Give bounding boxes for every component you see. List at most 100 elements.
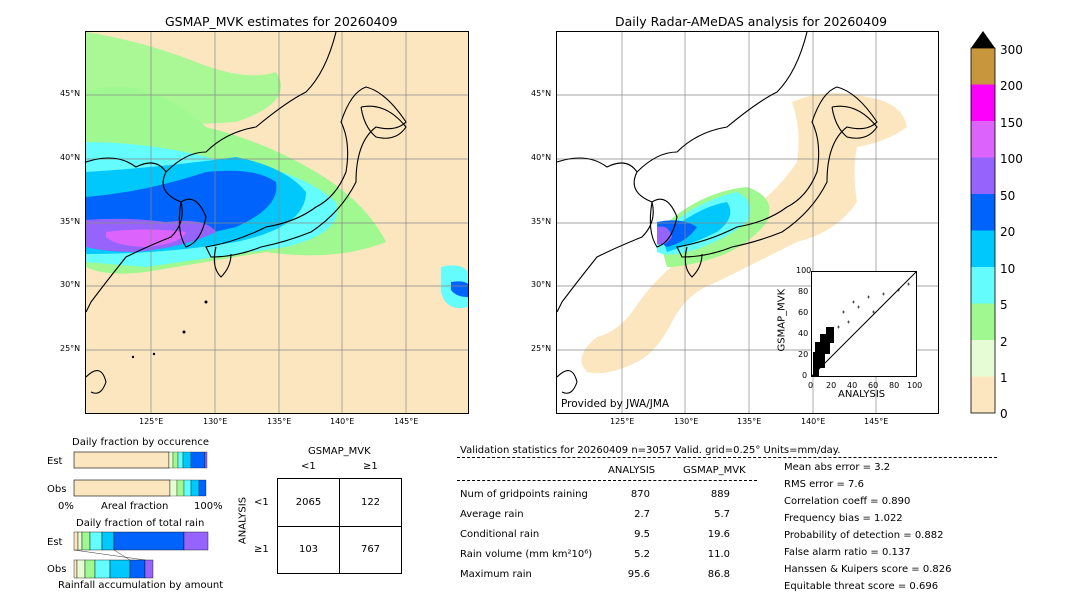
stat-gsmap-4: 86.8 <box>707 569 730 580</box>
scatter-y-0: 0 <box>802 371 808 380</box>
right-lon-140: 140°E <box>801 417 826 426</box>
cb-50: 50 <box>1000 189 1016 203</box>
occurrence-title: Daily fraction by occurence <box>72 437 210 448</box>
contingency-col-lt: <1 <box>301 461 316 472</box>
colorbar-segment <box>971 340 995 377</box>
cb-100: 100 <box>1000 152 1023 166</box>
contingency-c: 103 <box>298 544 319 555</box>
contingency-col-ge: ≥1 <box>363 461 378 472</box>
right-lon-130: 130°E <box>674 417 699 426</box>
occurrence-axis-left: 0% <box>58 501 74 512</box>
right-lon-125: 125°E <box>610 417 635 426</box>
cb-20: 20 <box>1000 225 1016 239</box>
validation-divider <box>457 457 997 458</box>
occurrence-est-label: Est <box>47 456 63 467</box>
score-6: Hanssen & Kuipers score = 0.826 <box>784 564 952 575</box>
stat-gsmap-2: 19.6 <box>707 529 730 540</box>
score-2: Correlation coeff = 0.890 <box>784 496 911 507</box>
stat-label-2: Conditional rain <box>460 529 540 540</box>
left-lon-145: 145°E <box>394 417 419 426</box>
colorbar-segment <box>971 121 995 158</box>
left-lon-135: 135°E <box>267 417 292 426</box>
left-lat-30: 30°N <box>60 280 81 289</box>
right-map[interactable]: Provided by JWA/JMA <box>556 31 939 414</box>
cb-150: 150 <box>1000 116 1023 130</box>
score-4: Probability of detection = 0.882 <box>784 530 944 541</box>
score-5: False alarm ratio = 0.137 <box>784 547 911 558</box>
colorbar-segment <box>971 194 995 231</box>
validation-col-analysis: ANALYSIS <box>608 465 656 476</box>
cb-0: 0 <box>1000 407 1008 421</box>
right-lon-145: 145°E <box>864 417 889 426</box>
left-lat-35: 35°N <box>60 217 81 226</box>
stat-gsmap-1: 5.7 <box>714 509 730 520</box>
right-lat-40: 40°N <box>531 153 552 162</box>
score-1: RMS error = 7.6 <box>784 479 864 490</box>
colorbar-segment <box>971 84 995 121</box>
left-map-canvas <box>86 32 468 413</box>
contingency-row-ge: ≥1 <box>254 544 269 555</box>
scatter-y-20: 20 <box>798 350 809 359</box>
stat-gsmap-0: 889 <box>710 489 730 500</box>
occurrence-bars <box>73 451 208 497</box>
credit-text: Provided by JWA/JMA <box>561 398 670 410</box>
contingency-row-lt: <1 <box>254 497 269 508</box>
score-3: Frequency bias = 1.022 <box>784 513 903 524</box>
total-rain-title: Daily fraction of total rain <box>76 518 205 529</box>
stat-analysis-2: 9.5 <box>634 529 650 540</box>
right-lat-25: 25°N <box>531 344 552 353</box>
colorbar-segment <box>971 303 995 340</box>
right-map-canvas <box>557 32 938 413</box>
contingency-d: 767 <box>360 544 381 555</box>
cb-1: 1 <box>1000 371 1008 385</box>
scatter-y-100: 100 <box>796 266 812 275</box>
stat-analysis-4: 95.6 <box>627 569 650 580</box>
stat-analysis-3: 5.2 <box>634 549 650 560</box>
cb-5: 5 <box>1000 298 1008 312</box>
occurrence-axis-right: 100% <box>194 501 223 512</box>
colorbar-segment <box>971 230 995 267</box>
stat-analysis-0: 870 <box>630 489 650 500</box>
left-lon-140: 140°E <box>330 417 355 426</box>
scatter-plot <box>811 271 917 377</box>
validation-col-divider <box>457 480 757 481</box>
cb-300: 300 <box>1000 43 1023 57</box>
right-lat-45: 45°N <box>531 89 552 98</box>
total-rain-est-label: Est <box>47 537 63 548</box>
left-lat-25: 25°N <box>60 344 81 353</box>
scatter-y-80: 80 <box>798 287 809 296</box>
left-lat-45: 45°N <box>60 89 81 98</box>
scatter-canvas <box>811 271 917 377</box>
colorbar-segment <box>971 376 995 413</box>
stat-label-0: Num of gridpoints raining <box>460 489 588 500</box>
colorbar-extend-arrow <box>971 31 995 48</box>
occurrence-axis-mid: Areal fraction <box>101 501 169 512</box>
scatter-x-80: 80 <box>889 381 900 390</box>
stat-gsmap-3: 11.0 <box>707 549 730 560</box>
scatter-x-20: 20 <box>826 381 837 390</box>
right-map-title: Daily Radar-AMeDAS analysis for 20260409 <box>615 14 888 29</box>
stat-label-1: Average rain <box>460 509 524 520</box>
contingency-table: 2065 122 103 767 <box>277 478 402 574</box>
scatter-xlabel: ANALYSIS <box>838 389 886 400</box>
colorbar-segment <box>971 157 995 194</box>
validation-col-gsmap: GSMAP_MVK <box>683 465 746 476</box>
validation-header: Validation statistics for 20260409 n=305… <box>460 445 841 456</box>
cb-10: 10 <box>1000 262 1016 276</box>
left-lon-125: 125°E <box>139 417 164 426</box>
left-map[interactable] <box>85 31 469 414</box>
stat-label-4: Maximum rain <box>460 569 532 580</box>
colorbar <box>970 31 996 414</box>
score-0: Mean abs error = 3.2 <box>784 462 891 473</box>
stat-label-3: Rain volume (mm km²10⁶) <box>460 549 593 560</box>
total-rain-footer: Rainfall accumulation by amount <box>58 580 224 591</box>
colorbar-segment <box>971 48 995 85</box>
score-7: Equitable threat score = 0.696 <box>784 581 939 592</box>
right-lat-35: 35°N <box>531 217 552 226</box>
left-map-title: GSMAP_MVK estimates for 20260409 <box>165 14 398 29</box>
colorbar-segment <box>971 267 995 304</box>
total-rain-obs-label: Obs <box>47 564 67 575</box>
contingency-a: 2065 <box>295 497 322 508</box>
contingency-b: 122 <box>360 497 381 508</box>
left-lon-130: 130°E <box>203 417 228 426</box>
